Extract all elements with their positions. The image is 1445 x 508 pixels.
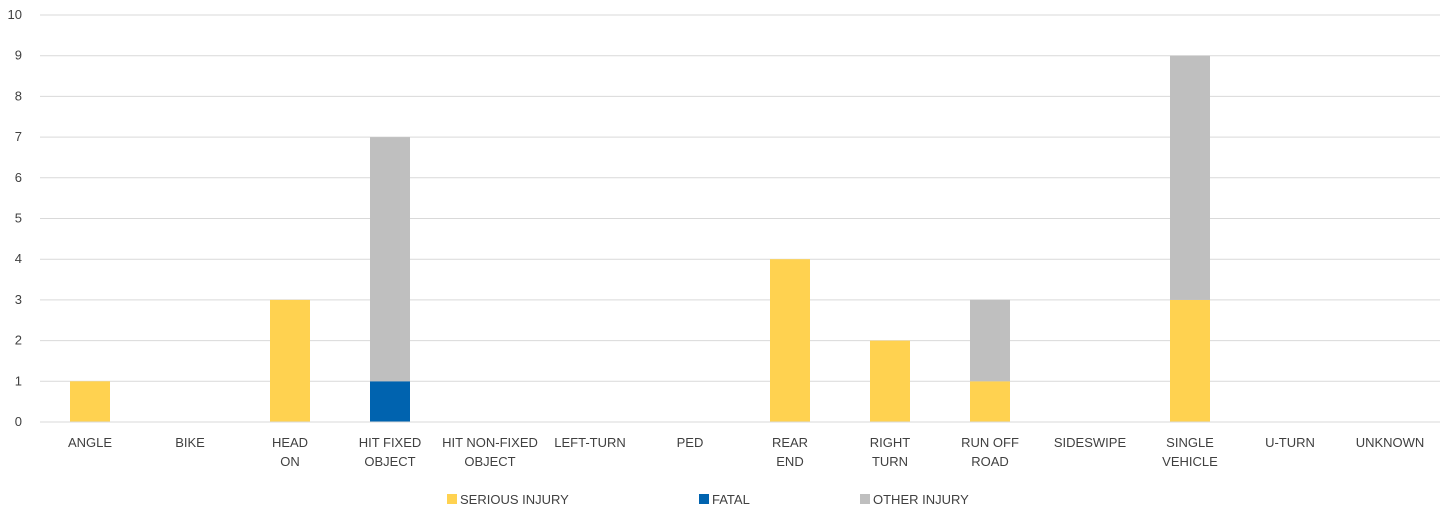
x-tick-label-10: SIDESWIPE [1054,435,1127,450]
x-tick-label-8: RIGHT TURN [870,435,911,469]
x-tick-label-3: HIT FIXED OBJECT [359,435,422,469]
bar-serious-injury-9 [970,381,1010,422]
legend-swatch-fatal [699,494,709,504]
bar-fatal-3 [370,381,410,422]
x-tick-label-0: ANGLE [68,435,112,450]
y-tick-label-8: 8 [15,88,22,103]
x-tick-label-11: SINGLE VEHICLE [1162,435,1218,469]
y-tick-label-0: 0 [15,414,22,429]
y-tick-label-6: 6 [15,170,22,185]
legend-swatch-serious-injury [447,494,457,504]
y-tick-label-5: 5 [15,211,22,226]
bar-serious-injury-0 [70,381,110,422]
x-tick-label-2: HEAD ON [272,435,308,469]
legend-label-fatal: FATAL [712,492,750,507]
bars [70,55,1210,422]
x-axis-category-labels: ANGLE BIKE HEAD ON HIT FIXED OBJECT HIT NON-FI… [68,435,1424,469]
bar-serious-injury-8 [870,340,910,422]
y-tick-label-10: 10 [8,7,22,22]
x-tick-label-5: LEFT-TURN [554,435,626,450]
bar-other-injury-9 [970,299,1010,382]
y-axis-tick-labels: 0 1 2 3 4 5 6 7 8 9 10 [8,7,22,429]
legend-label-other-injury: OTHER INJURY [873,492,969,507]
bar-other-injury-11 [1170,55,1210,300]
bar-serious-injury-11 [1170,299,1210,422]
bar-serious-injury-2 [270,299,310,422]
x-tick-label-6: PED [677,435,704,450]
y-tick-label-2: 2 [15,333,22,348]
x-tick-label-13: UNKNOWN [1356,435,1425,450]
legend: SERIOUS INJURY FATAL OTHER INJURY [447,492,969,507]
x-tick-label-1: BIKE [175,435,205,450]
x-tick-label-12: U-TURN [1265,435,1315,450]
y-tick-label-7: 7 [15,129,22,144]
gridlines [40,14,1440,382]
y-tick-label-4: 4 [15,251,22,266]
legend-swatch-other-injury [860,494,870,504]
y-tick-label-9: 9 [15,48,22,63]
y-tick-label-1: 1 [15,373,22,388]
x-tick-label-4: HIT NON-FIXED OBJECT [442,435,538,469]
x-tick-label-9: RUN OFF ROAD [961,435,1019,469]
x-tick-label-7: REAR END [772,435,808,469]
y-tick-label-3: 3 [15,292,22,307]
bar-serious-injury-7 [770,259,810,422]
legend-label-serious-injury: SERIOUS INJURY [460,492,569,507]
bar-other-injury-3 [370,137,410,382]
